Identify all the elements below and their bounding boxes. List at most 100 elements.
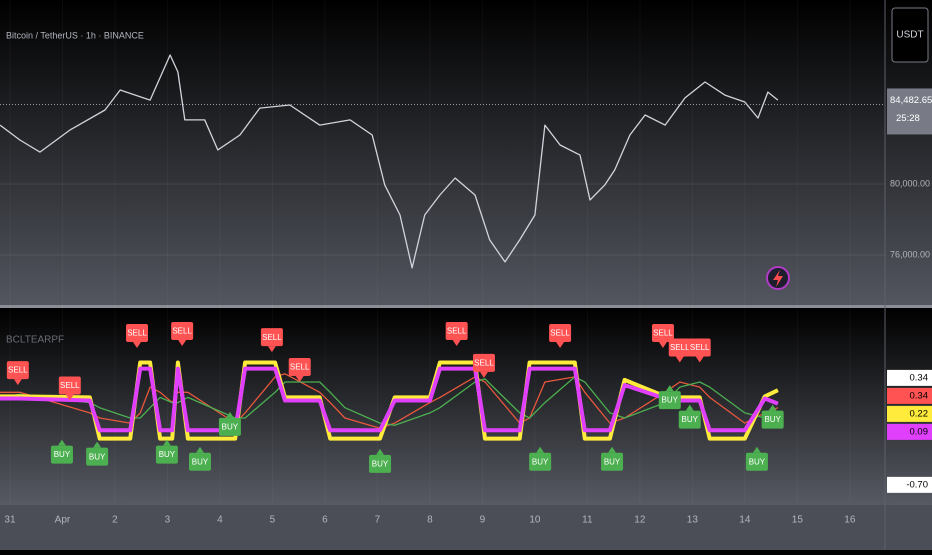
signal-pointer [133,342,142,349]
signal-box [745,452,768,471]
scale-badge-label: 0.34 [910,390,929,401]
x-tick-label: 3 [165,515,171,526]
x-tick-label: Apr [55,515,71,526]
signal-box [369,454,392,473]
countdown: 25:28 [896,113,920,124]
signal-pointer [752,446,761,453]
signal-box [6,361,29,380]
signal-label: BUY [192,457,209,466]
signal-pointer [178,340,187,346]
scale-badge-label: 0.34 [910,372,929,383]
x-tick-label: 14 [739,515,751,526]
signal-label: BUY [764,415,781,424]
signal-box [529,452,552,471]
y-tick-label: 76,000.00 [890,249,930,259]
signal-box [126,324,149,343]
signal-pointer [267,346,276,353]
signal-label: BUY [532,457,549,466]
signal-pointer [195,446,204,453]
signal-label: BUY [682,415,699,424]
signal-label: SELL [670,343,690,352]
scale-badge [887,405,932,422]
x-tick-label: 31 [4,515,16,526]
signal-box [658,391,681,410]
signal-box [761,410,784,429]
signal-pointer [665,385,674,392]
signal-label: SELL [474,358,494,367]
signal-pointer [376,448,385,455]
series-line [0,54,779,269]
signal-box [601,452,624,471]
signal-pointer [13,379,22,386]
signal-label: BUY [749,457,766,466]
signal-pointer [65,394,74,401]
signal-pointer [479,371,488,378]
signal-label: SELL [447,327,467,336]
signal-pointer [658,342,667,349]
scale-badge [887,476,932,493]
signal-pointer [675,356,684,363]
signal-label: SELL [60,381,80,390]
signal-label: SELL [8,366,28,375]
signal-label: BUY [372,459,389,468]
time-axis [0,505,932,550]
x-tick-label: 10 [529,515,541,526]
signal-label: BUY [89,452,106,461]
scale-badge-label: 0.22 [910,408,929,419]
scale-badge-label: 0.09 [910,426,929,437]
signal-box [549,324,572,343]
signal-pointer [768,404,777,411]
bolt [773,270,783,287]
signal-box [188,452,211,471]
currency[interactable]: USDT [896,30,923,41]
signal-box [288,358,311,376]
x-tick-label: 11 [582,515,593,526]
signal-box [58,376,81,395]
currency-button[interactable] [891,7,929,63]
x-tick-label: 5 [270,515,276,526]
signal-label: SELL [262,333,282,342]
signal-pointer [608,446,617,453]
signal-box [688,338,711,357]
indicator-name: BCLTEARPF [6,335,64,346]
x-tick-label: 8 [427,515,433,526]
scale-badge [887,423,932,440]
signal-pointer [695,356,704,363]
signal-pointer [162,439,171,446]
signal-pointer [225,411,234,418]
series-line [0,366,779,433]
signal-box [651,324,674,343]
signal-pointer [536,446,545,453]
signal-box [218,417,241,436]
scale-badge [887,387,932,404]
signal-box [171,322,194,340]
x-tick-label: 13 [687,515,699,526]
signal-box [678,410,701,429]
price-pane [0,0,932,305]
x-tick-label: 2 [112,515,118,526]
signal-label: BUY [54,450,71,459]
signal-pointer [93,441,102,448]
symbol-title: Bitcoin / TetherUS · 1h · BINANCE [6,30,144,40]
scale-badge-label: -0.70 [906,479,928,490]
x-tick-label: 6 [322,515,328,526]
x-tick-label: 9 [480,515,486,526]
last-price-label: 84,482.65 [890,95,932,106]
scale-badge [887,369,932,386]
signal-label: SELL [172,327,192,336]
signal-label: BUY [222,422,239,431]
signal-label: SELL [690,343,710,352]
signal-label: BUY [662,396,679,405]
signal-box [155,445,178,464]
signal-label: SELL [290,363,310,372]
signal-box [668,338,691,357]
signal-box [86,447,109,466]
x-tick-label: 16 [844,515,856,526]
signal-box [445,322,468,340]
series-line [0,376,779,426]
x-tick-label: 15 [792,515,804,526]
x-tick-label: 12 [634,515,646,526]
y-tick-label: 80,000.00 [890,178,930,188]
signal-pointer [556,342,565,349]
